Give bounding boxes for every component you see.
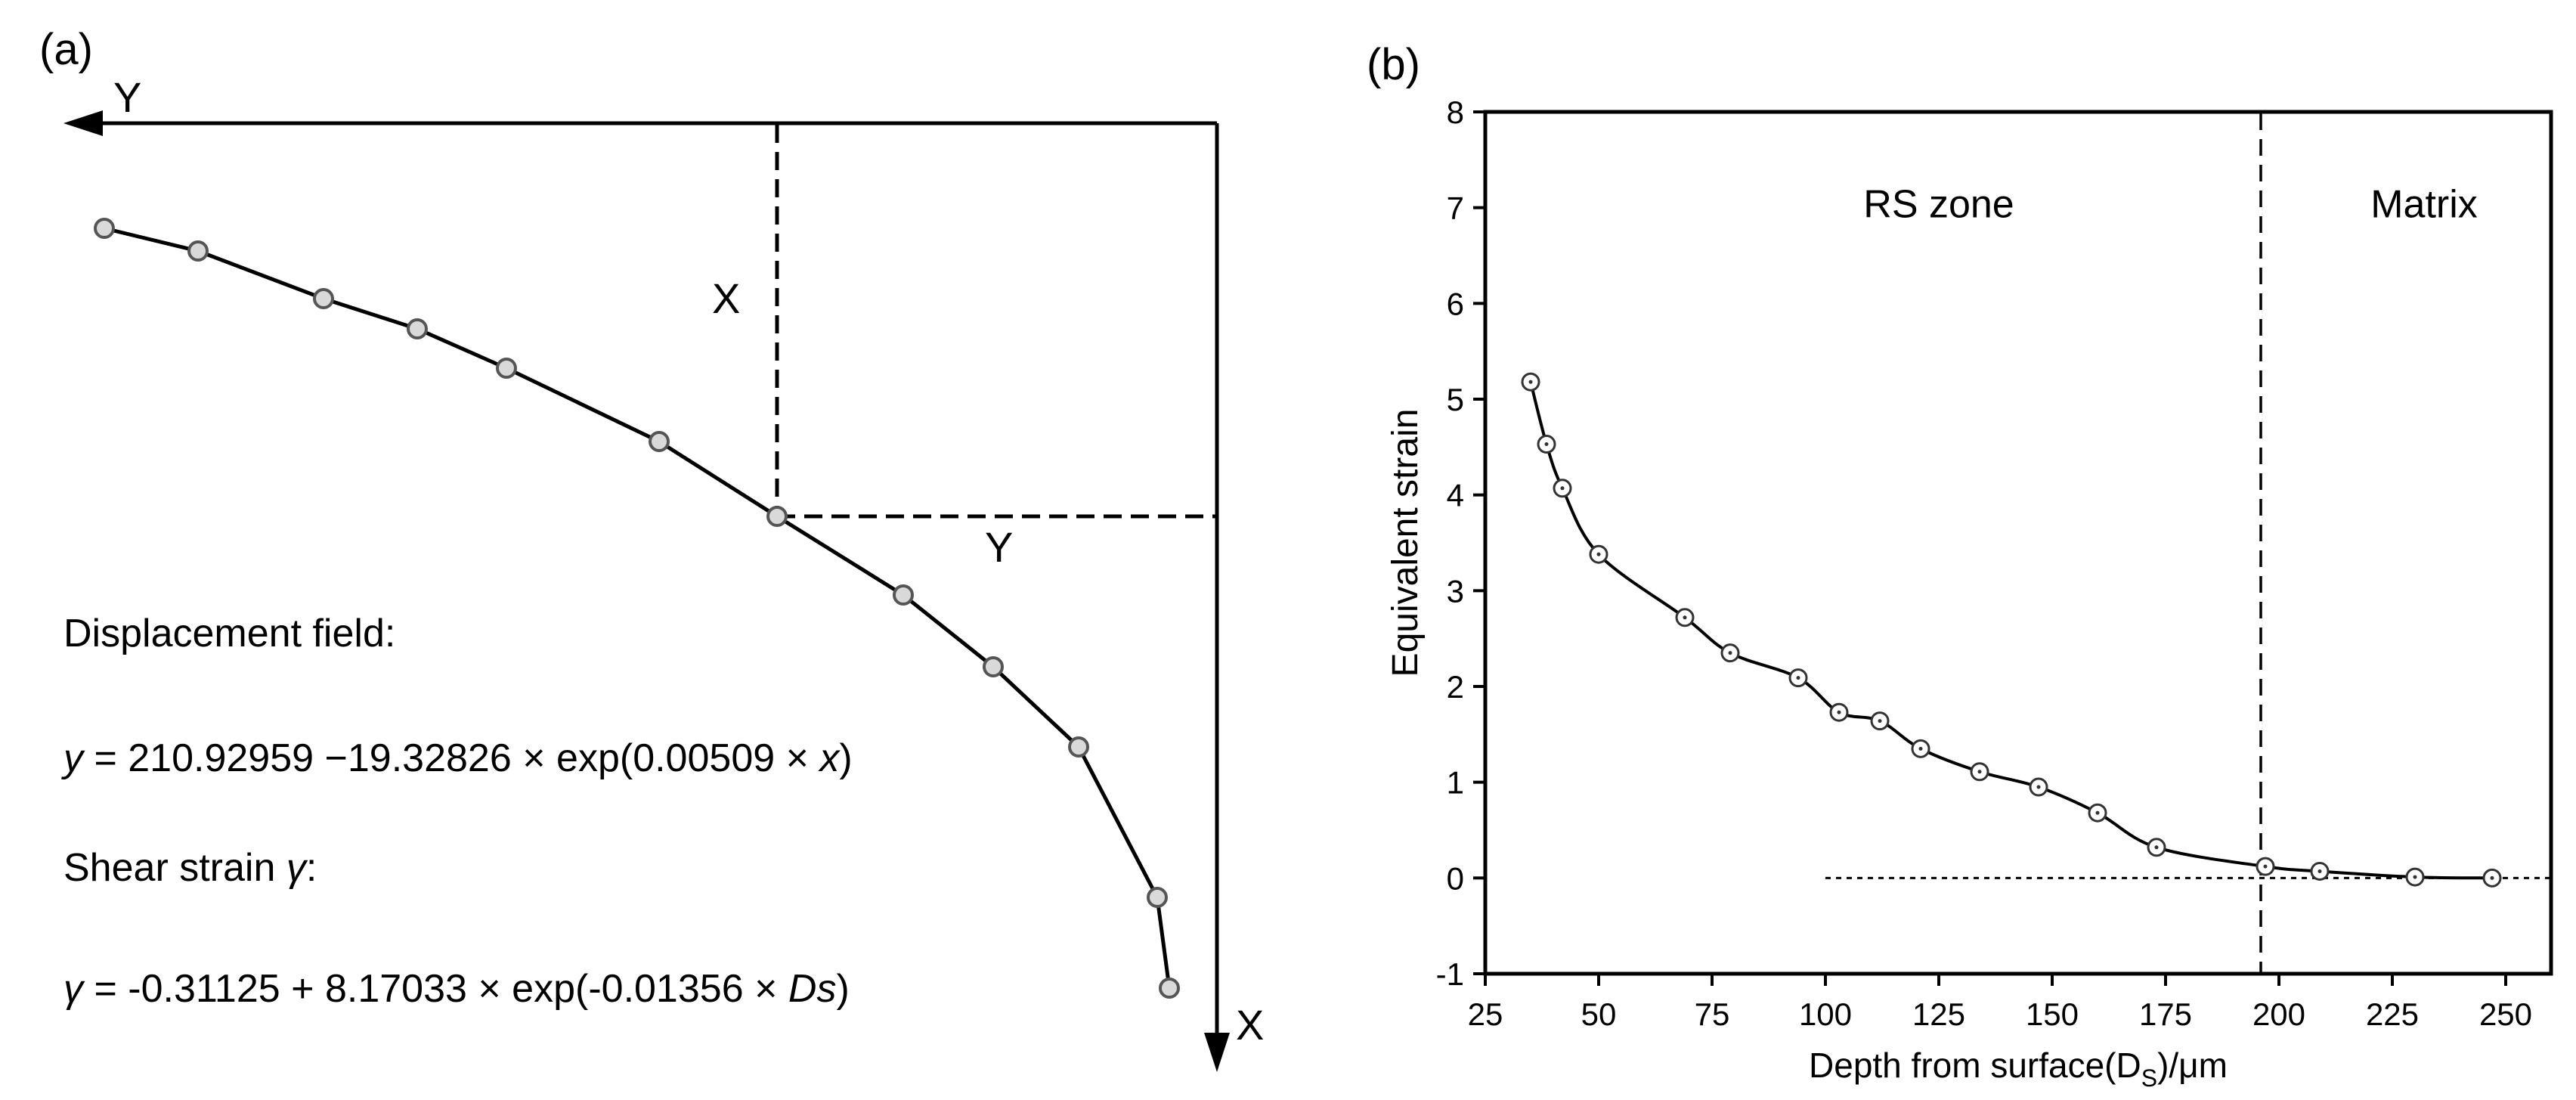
panel-a-marker <box>496 358 517 379</box>
shear-title-colon: : <box>306 846 317 890</box>
panel-a-marker <box>407 318 428 339</box>
x-axis-title-unit: )/μm <box>2157 1046 2228 1085</box>
x-tick-label: 175 <box>2139 996 2192 1032</box>
data-point-center <box>1878 719 1882 724</box>
displacement-eq-close: ) <box>839 736 852 780</box>
panel-a-marker <box>187 240 209 262</box>
x-tick-label: 225 <box>2366 996 2419 1032</box>
y-tick-label: 4 <box>1447 478 1464 513</box>
y-tick-label: 7 <box>1447 191 1464 226</box>
data-point-center <box>1728 651 1732 655</box>
y-tick-label: 2 <box>1447 669 1464 705</box>
x-tick-label: 25 <box>1468 996 1503 1032</box>
panel-a-markers <box>94 218 1180 999</box>
y-tick-label: -1 <box>1436 956 1464 992</box>
displacement-eq-xvar: x <box>817 736 841 780</box>
x-tick-label: 50 <box>1581 996 1617 1032</box>
panel-a-guide-x-label: X <box>712 274 740 322</box>
reference-lines <box>1825 113 2551 972</box>
data-point-center <box>2490 875 2494 880</box>
plot-frame <box>1483 110 2553 976</box>
y-tick-label: 6 <box>1447 286 1464 321</box>
displacement-title: Displacement field: <box>63 612 395 655</box>
panel-a-label: (a) <box>39 25 93 74</box>
y-tick-label: 0 <box>1447 860 1464 896</box>
data-point-center <box>1683 615 1687 620</box>
x-tick-label: 150 <box>2026 996 2079 1032</box>
data-point-center <box>1596 552 1601 556</box>
panel-a-marker <box>983 656 1004 677</box>
displacement-equation: y = 210.92959 −19.32826 × exp(0.00509 × … <box>61 736 853 780</box>
shear-title-text: Shear strain <box>63 846 286 890</box>
shear-title: Shear strain γ: <box>63 846 317 890</box>
y-axis-title: Equivalent strain <box>1386 409 1426 677</box>
data-point-center <box>1977 770 1982 774</box>
x-axis-title-main: Depth from surface(D <box>1809 1046 2141 1085</box>
data-point-center <box>1560 486 1565 491</box>
panel-b: (b) 25 50 75 100 125 150 175 200 225 250 -1 0 1 2 3 4 5 6… <box>1367 40 2553 1092</box>
panel-a-marker <box>94 218 115 239</box>
data-point-center <box>2154 845 2159 850</box>
data-point-center <box>2263 864 2268 869</box>
y-tick-label: 3 <box>1447 573 1464 609</box>
x-tick-label: 75 <box>1695 996 1730 1032</box>
panel-a-marker <box>893 584 914 606</box>
x-tick-label: 100 <box>1799 996 1852 1032</box>
panel-a-marker <box>649 431 670 452</box>
panel-a-marker <box>1068 736 1089 758</box>
data-point-center <box>1918 746 1923 751</box>
data-point-center <box>1796 676 1800 680</box>
panel-a-marker <box>1159 978 1180 999</box>
data-point-center <box>2413 875 2417 879</box>
series-line <box>1529 381 2493 880</box>
panel-a: (a) Y X X Y Displacem <box>39 25 1264 1072</box>
panel-a-y-axis-arrowhead <box>63 110 103 136</box>
panel-a-marker <box>766 506 788 527</box>
x-axis-title: Depth from surface(DS)/μm <box>1809 1046 2228 1092</box>
displacement-eq-body: = 210.92959 −19.32826 × exp(0.00509 × <box>83 736 819 780</box>
x-axis-title-sub: S <box>2141 1064 2157 1092</box>
data-point-center <box>1528 380 1533 384</box>
tick-group: 25 50 75 100 125 150 175 200 225 250 -1 0 1 2 3 4 5 6 7 8 <box>1436 95 2532 1032</box>
x-tick-label: 200 <box>2252 996 2305 1032</box>
y-tick-label: 1 <box>1447 765 1464 801</box>
data-point-center <box>1544 442 1549 447</box>
panel-a-curve <box>104 226 1172 989</box>
data-point-center <box>2317 869 2322 873</box>
data-point-center <box>1837 710 1841 714</box>
panel-b-label: (b) <box>1367 40 1420 89</box>
data-point-center <box>2095 810 2100 815</box>
zone-annotation: RS zone <box>1863 182 2014 226</box>
zone-annotation: Matrix <box>2370 182 2478 226</box>
y-tick-label: 5 <box>1447 382 1464 417</box>
panel-a-x-axis-arrowhead <box>1204 1033 1230 1072</box>
y-tick-label: 8 <box>1447 95 1464 130</box>
panel-a-x-axis-label: X <box>1236 1001 1264 1049</box>
panel-a-marker <box>313 288 334 309</box>
annotation-group: RS zone Matrix <box>1863 182 2478 226</box>
shear-eq-dsvar: Ds <box>788 967 837 1011</box>
panel-a-marker <box>1147 887 1168 908</box>
panel-a-y-axis-label: Y <box>113 73 141 121</box>
shear-title-var: γ <box>286 846 308 890</box>
shear-equation: γ = -0.31125 + 8.17033 × exp(-0.01356 × … <box>63 967 850 1011</box>
displacement-eq-var: y <box>61 736 85 780</box>
x-tick-label: 250 <box>2479 996 2532 1032</box>
data-point-center <box>2036 785 2041 789</box>
series-group <box>1521 372 2502 888</box>
shear-eq-var: γ <box>63 967 85 1011</box>
shear-eq-body: = -0.31125 + 8.17033 × exp(-0.01356 × <box>83 967 788 1011</box>
panel-a-guide-y-label: Y <box>985 523 1013 571</box>
x-tick-label: 125 <box>1912 996 1965 1032</box>
shear-eq-close: ) <box>836 967 849 1011</box>
